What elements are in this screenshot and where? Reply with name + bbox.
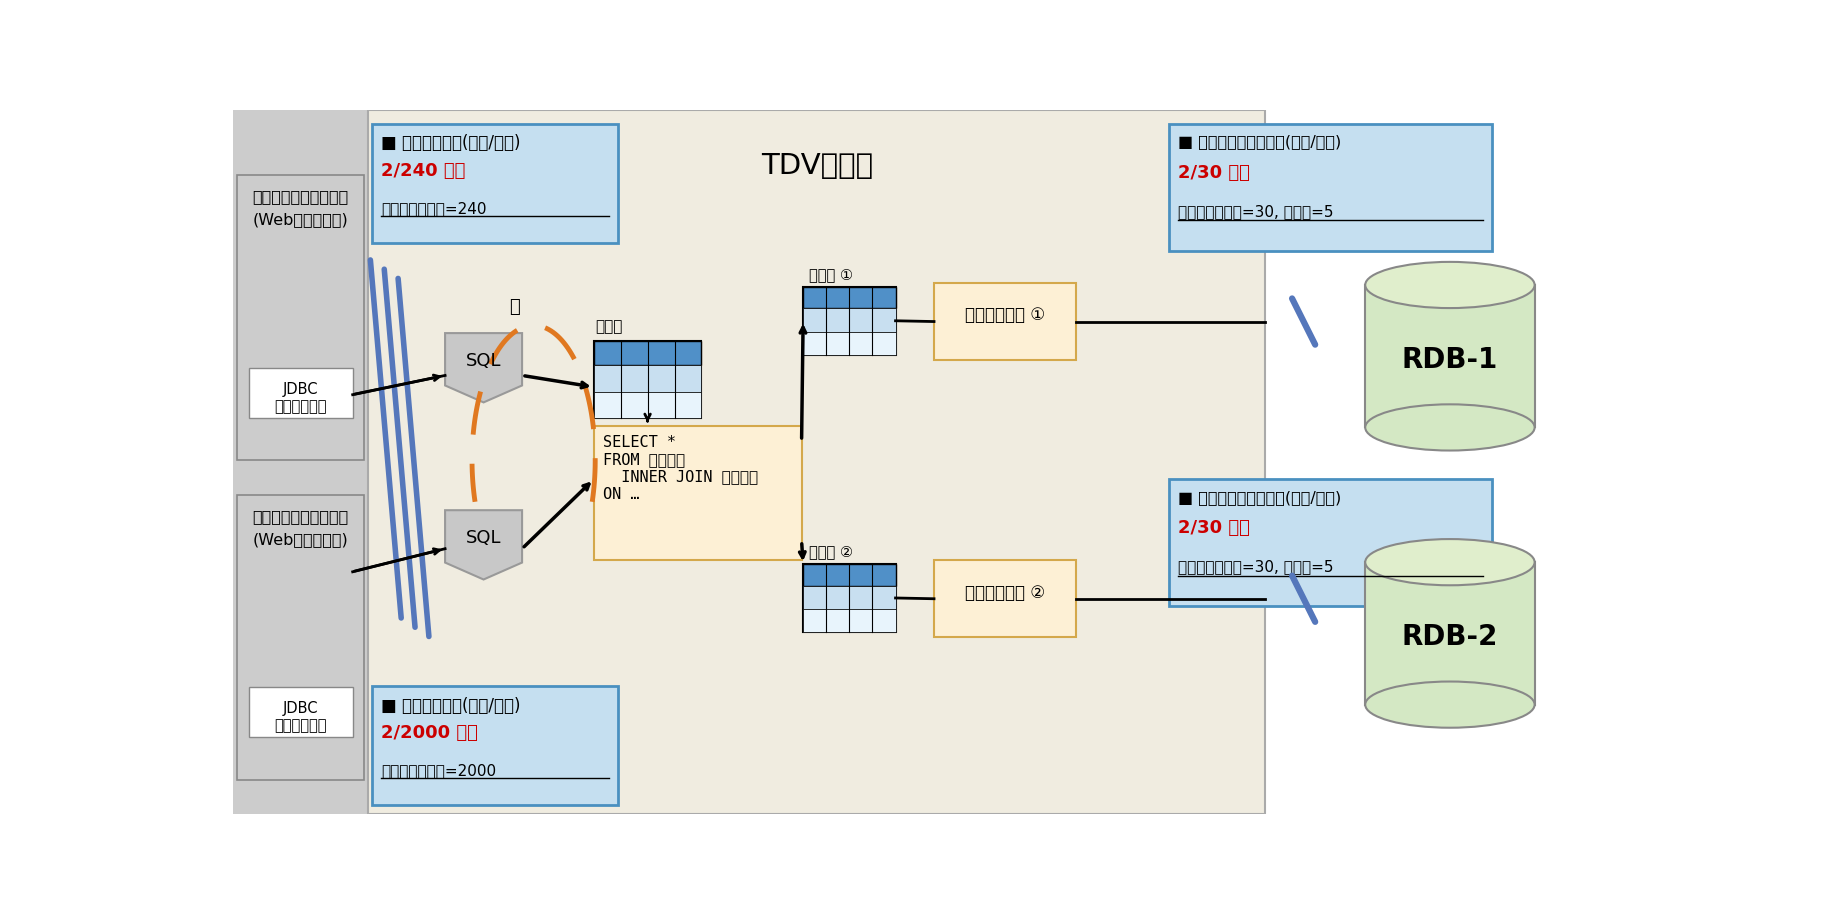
Text: SELECT *
FROM ビュー①
  INNER JOIN ビュー②
ON …: SELECT * FROM ビュー① INNER JOIN ビュー② ON … bbox=[602, 435, 758, 502]
Bar bbox=[803, 287, 895, 308]
Bar bbox=[1169, 124, 1491, 251]
Bar bbox=[1365, 285, 1535, 427]
Ellipse shape bbox=[1365, 539, 1535, 586]
Text: クライアント・アプリ: クライアント・アプリ bbox=[253, 509, 348, 523]
Bar bbox=[803, 308, 895, 331]
Bar bbox=[371, 685, 619, 805]
Bar bbox=[803, 331, 895, 355]
Text: SQL: SQL bbox=[467, 352, 501, 371]
Bar bbox=[803, 608, 895, 632]
Bar bbox=[593, 340, 701, 418]
Text: 時: 時 bbox=[509, 298, 520, 317]
Bar bbox=[1169, 479, 1491, 607]
Text: 2/30 消費: 2/30 消費 bbox=[1179, 520, 1250, 537]
Text: ■ セッション数(消費/最大): ■ セッション数(消費/最大) bbox=[381, 696, 522, 715]
Bar bbox=[803, 586, 895, 608]
Text: ■ リクエスト数(消費/最大): ■ リクエスト数(消費/最大) bbox=[381, 135, 522, 153]
Polygon shape bbox=[445, 511, 522, 579]
Bar bbox=[238, 495, 364, 780]
Ellipse shape bbox=[1365, 404, 1535, 450]
Bar bbox=[371, 124, 619, 243]
Text: 設定例：最大数=30, 最小数=5: 設定例：最大数=30, 最小数=5 bbox=[1179, 204, 1334, 219]
Text: 設定例：最大数=240: 設定例：最大数=240 bbox=[381, 200, 487, 216]
Bar bbox=[234, 110, 368, 814]
Bar bbox=[593, 392, 701, 418]
Text: (Webアプリなど): (Webアプリなど) bbox=[253, 532, 348, 547]
Text: 2/2000 消費: 2/2000 消費 bbox=[381, 725, 478, 742]
Text: (Webアプリなど): (Webアプリなど) bbox=[253, 212, 348, 227]
Bar bbox=[593, 340, 701, 365]
Bar bbox=[238, 176, 364, 460]
Ellipse shape bbox=[1365, 262, 1535, 308]
Text: ■ コネクションプール(消費/最大): ■ コネクションプール(消費/最大) bbox=[1179, 490, 1341, 505]
Ellipse shape bbox=[1365, 682, 1535, 727]
Bar bbox=[803, 565, 895, 586]
Text: TDVサーバ: TDVサーバ bbox=[761, 152, 873, 180]
Bar bbox=[933, 283, 1076, 360]
Bar bbox=[249, 687, 353, 737]
Bar bbox=[368, 110, 1265, 814]
Text: データソース ②: データソース ② bbox=[964, 584, 1045, 601]
Bar bbox=[803, 565, 895, 632]
Text: 設定例：最大数=2000: 設定例：最大数=2000 bbox=[381, 763, 496, 778]
Text: 2/30 消費: 2/30 消費 bbox=[1179, 164, 1250, 182]
Bar bbox=[1265, 110, 1643, 814]
Text: JDBC
コネクション: JDBC コネクション bbox=[274, 382, 326, 414]
Text: JDBC
コネクション: JDBC コネクション bbox=[274, 701, 326, 734]
Text: ビュー ①: ビュー ① bbox=[809, 267, 853, 283]
Polygon shape bbox=[445, 333, 522, 403]
Bar bbox=[593, 425, 802, 560]
Text: ■ コネクションプール(消費/最大): ■ コネクションプール(消費/最大) bbox=[1179, 135, 1341, 149]
Text: クライアント・アプリ: クライアント・アプリ bbox=[253, 189, 348, 204]
Bar bbox=[249, 368, 353, 418]
Text: SQL: SQL bbox=[467, 530, 501, 547]
Text: RDB-2: RDB-2 bbox=[1402, 623, 1499, 651]
Text: 設定例：最大数=30, 最小数=5: 設定例：最大数=30, 最小数=5 bbox=[1179, 559, 1334, 575]
Bar bbox=[933, 560, 1076, 637]
Text: ビュー: ビュー bbox=[595, 319, 622, 335]
Text: ビュー ②: ビュー ② bbox=[809, 544, 853, 559]
Text: 2/240 消費: 2/240 消費 bbox=[381, 162, 465, 180]
Text: RDB-1: RDB-1 bbox=[1402, 346, 1499, 374]
Bar bbox=[1365, 562, 1535, 705]
Bar bbox=[593, 365, 701, 392]
Bar bbox=[803, 287, 895, 355]
Text: データソース ①: データソース ① bbox=[964, 307, 1045, 325]
